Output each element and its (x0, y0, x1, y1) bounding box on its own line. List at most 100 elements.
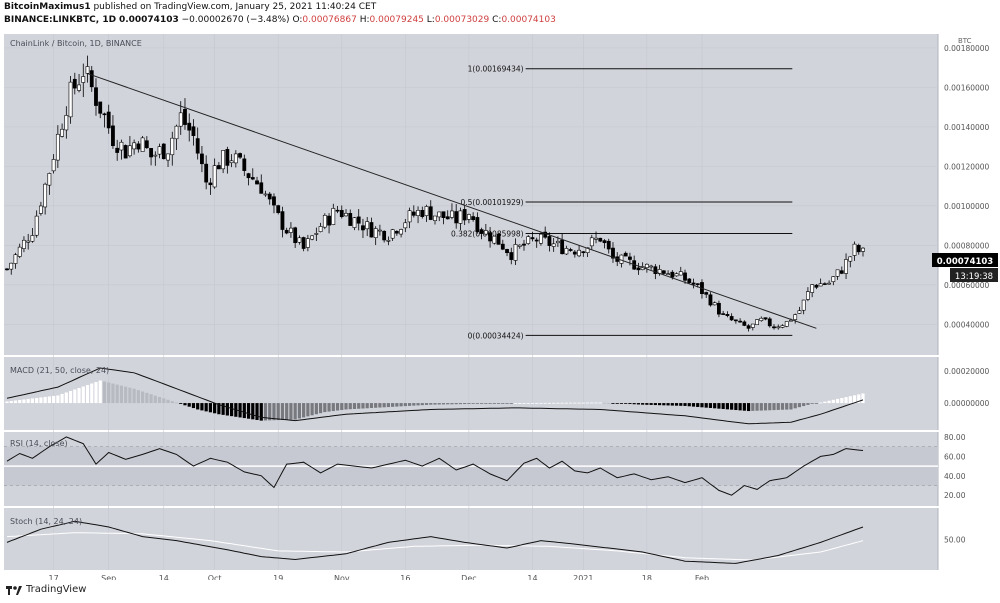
macd-histogram-bar (467, 403, 471, 404)
candle-body (72, 78, 77, 89)
candle-body (522, 243, 526, 246)
price-tick-label: 0.00160000 (944, 83, 990, 92)
candle-body (776, 326, 781, 329)
symbol-label: BINANCE:LINKBTC, 1D (4, 15, 117, 25)
macd-histogram-bar (679, 403, 683, 406)
candle-body (539, 233, 543, 244)
candle-body (272, 196, 276, 206)
macd-histogram-bar (535, 402, 539, 404)
candle-body (844, 259, 848, 274)
macd-histogram-bar (666, 403, 670, 406)
candle-body (856, 244, 861, 253)
macd-histogram-bar (594, 402, 598, 404)
candle-body (140, 137, 145, 152)
macd-histogram-bar (73, 389, 77, 404)
candle-body (144, 140, 149, 149)
macd-histogram-bar (369, 403, 374, 409)
candle-body (30, 235, 35, 242)
descending-trendline[interactable] (87, 73, 817, 329)
macd-histogram-bar (704, 403, 708, 408)
macd-histogram-bar (204, 403, 208, 412)
macd-histogram-bar (399, 403, 403, 407)
candle-body (416, 209, 420, 216)
macd-histogram-bar (318, 403, 323, 414)
macd-histogram-bar (632, 403, 636, 405)
candle-body (717, 302, 721, 315)
macd-histogram-bar (111, 383, 115, 404)
macd-histogram-bar (819, 402, 823, 404)
macd-label: MACD (21, 50, close, 24) (10, 366, 109, 375)
macd-histogram-bar (378, 403, 382, 408)
macd-histogram-bar (509, 403, 513, 404)
macd-histogram-bar (196, 403, 200, 410)
candle-body (818, 283, 823, 287)
candle-body (382, 230, 387, 241)
macd-histogram-bar (331, 403, 335, 412)
macd-histogram-bar (852, 395, 857, 404)
high-value: 0.00079245 (369, 15, 424, 25)
author-name[interactable]: BitcoinMaximus1 (4, 2, 91, 12)
candle-body (64, 115, 69, 131)
candle-body (746, 325, 751, 329)
macd-histogram-bar (615, 403, 619, 404)
macd-histogram-bar (255, 403, 259, 420)
macd-histogram-bar (564, 402, 568, 404)
macd-histogram-bar (136, 390, 140, 404)
candle-body (488, 232, 492, 242)
candle-body (420, 210, 425, 217)
stoch-tick-label: 50.00 (944, 536, 966, 545)
candle-body (619, 254, 624, 264)
candle-body (335, 209, 340, 212)
macd-histogram-bar (683, 403, 687, 406)
open-value: 0.00076867 (302, 15, 357, 25)
axis-labels: 0.00180000 0.00160000 0.00140000 0.00120000… (49, 44, 990, 580)
macd-histogram-bar (141, 391, 145, 404)
candle-body (577, 249, 581, 257)
macd-histogram-bar (259, 403, 263, 421)
tradingview-logo-icon (6, 585, 22, 595)
candle-body (496, 233, 501, 245)
candle-body (674, 273, 679, 277)
candle-body (34, 215, 39, 236)
macd-histogram-bar (611, 403, 615, 404)
candle-body (505, 249, 509, 254)
macd-pane (5, 367, 865, 425)
price-tick-label: 0.00140000 (944, 123, 990, 132)
candle-body (839, 270, 844, 274)
candle-body (653, 266, 658, 274)
candle-body (293, 227, 298, 244)
candle-body (216, 165, 221, 170)
macd-histogram-bar (480, 403, 484, 404)
candle-body (479, 229, 484, 234)
macd-histogram-bar (437, 403, 441, 405)
macd-histogram-bar (293, 403, 297, 420)
macd-histogram-bar (577, 402, 581, 404)
candle-body (331, 208, 336, 225)
candle-body (572, 251, 577, 255)
candle-body (352, 217, 357, 228)
candle-body (708, 294, 713, 306)
tradingview-brand[interactable]: TradingView (26, 584, 87, 595)
candle-body (547, 236, 552, 246)
macd-histogram-bar (742, 403, 746, 411)
macd-histogram-bar (124, 386, 128, 404)
candle-body (301, 237, 306, 249)
candle-body (814, 284, 819, 288)
candle-body (22, 239, 26, 249)
candle-body (204, 163, 209, 183)
price-tick-label: 0.00040000 (944, 320, 990, 329)
macd-histogram-bar (90, 383, 94, 404)
macd-histogram-bar (827, 400, 831, 404)
macd-histogram-bar (450, 403, 454, 405)
macd-histogram-bar (581, 402, 585, 404)
candle-body (60, 128, 64, 137)
macd-histogram-bar (420, 403, 424, 406)
macd-histogram-bar (492, 403, 496, 404)
candle-body (208, 182, 213, 186)
candle-body (509, 252, 514, 260)
candle-body (322, 215, 327, 228)
macd-histogram-bar (251, 403, 255, 420)
candle-body (784, 321, 789, 327)
candle-body (170, 137, 175, 156)
trading-chart[interactable]: 1(0.00169434)0.5(0.00101929)0.382(0.0008… (0, 34, 1000, 580)
